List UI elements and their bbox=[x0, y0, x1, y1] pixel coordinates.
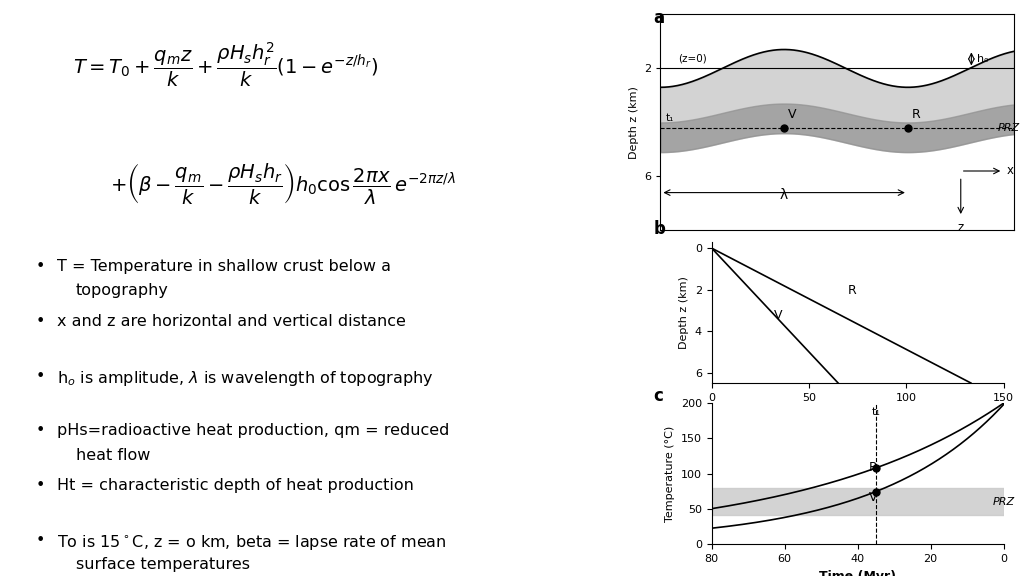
Text: topography: topography bbox=[76, 283, 169, 298]
Y-axis label: Depth z (km): Depth z (km) bbox=[679, 276, 689, 349]
X-axis label: Time (Myr): Time (Myr) bbox=[819, 570, 896, 576]
Text: •: • bbox=[35, 259, 45, 274]
Text: PRZ: PRZ bbox=[997, 123, 1020, 133]
Text: λ: λ bbox=[780, 188, 788, 202]
Text: Ht = characteristic depth of heat production: Ht = characteristic depth of heat produc… bbox=[57, 478, 414, 493]
Text: PRZ: PRZ bbox=[992, 497, 1015, 507]
Text: R: R bbox=[848, 284, 857, 297]
X-axis label: Temperature (°C): Temperature (°C) bbox=[797, 408, 919, 421]
Text: x: x bbox=[1007, 165, 1014, 177]
Text: V: V bbox=[774, 309, 782, 322]
Text: h$_o$ is amplitude, $\lambda$ is wavelength of topography: h$_o$ is amplitude, $\lambda$ is wavelen… bbox=[57, 369, 434, 388]
Text: R: R bbox=[868, 461, 878, 475]
Text: V: V bbox=[868, 491, 877, 504]
Text: hₒ: hₒ bbox=[977, 54, 988, 64]
Text: surface temperatures: surface temperatures bbox=[76, 557, 250, 572]
Text: To is 15$^\circ$C, z = o km, beta = lapse rate of mean: To is 15$^\circ$C, z = o km, beta = laps… bbox=[57, 533, 446, 552]
Text: t₁: t₁ bbox=[872, 407, 881, 416]
Text: •: • bbox=[35, 314, 45, 329]
Text: $+\left(\beta - \dfrac{q_m}{k} - \dfrac{\rho H_s h_r}{k}\right)h_0 \cos\dfrac{2\: $+\left(\beta - \dfrac{q_m}{k} - \dfrac{… bbox=[111, 161, 456, 206]
Text: a: a bbox=[653, 9, 665, 26]
Y-axis label: Temperature (°C): Temperature (°C) bbox=[666, 426, 675, 522]
Text: t₁: t₁ bbox=[666, 113, 674, 123]
Text: z: z bbox=[957, 221, 964, 234]
Text: T = Temperature in shallow crust below a: T = Temperature in shallow crust below a bbox=[57, 259, 391, 274]
Text: •: • bbox=[35, 533, 45, 548]
Text: heat flow: heat flow bbox=[76, 448, 151, 463]
Text: V: V bbox=[787, 108, 797, 122]
Text: pHs=radioactive heat production, qm = reduced: pHs=radioactive heat production, qm = re… bbox=[57, 423, 450, 438]
Bar bbox=[712, 488, 1004, 515]
Text: •: • bbox=[35, 369, 45, 384]
Y-axis label: Depth z (km): Depth z (km) bbox=[629, 86, 639, 159]
Text: R: R bbox=[911, 108, 920, 122]
Text: x and z are horizontal and vertical distance: x and z are horizontal and vertical dist… bbox=[57, 314, 406, 329]
Text: c: c bbox=[653, 387, 664, 405]
Text: •: • bbox=[35, 423, 45, 438]
Text: b: b bbox=[653, 220, 666, 238]
Text: (z=0): (z=0) bbox=[678, 54, 707, 63]
Text: $T = T_0 + \dfrac{q_m z}{k} + \dfrac{\rho H_s h_r^2}{k}\left(1 - e^{-z/h_r}\righ: $T = T_0 + \dfrac{q_m z}{k} + \dfrac{\rh… bbox=[73, 40, 378, 89]
Text: •: • bbox=[35, 478, 45, 493]
